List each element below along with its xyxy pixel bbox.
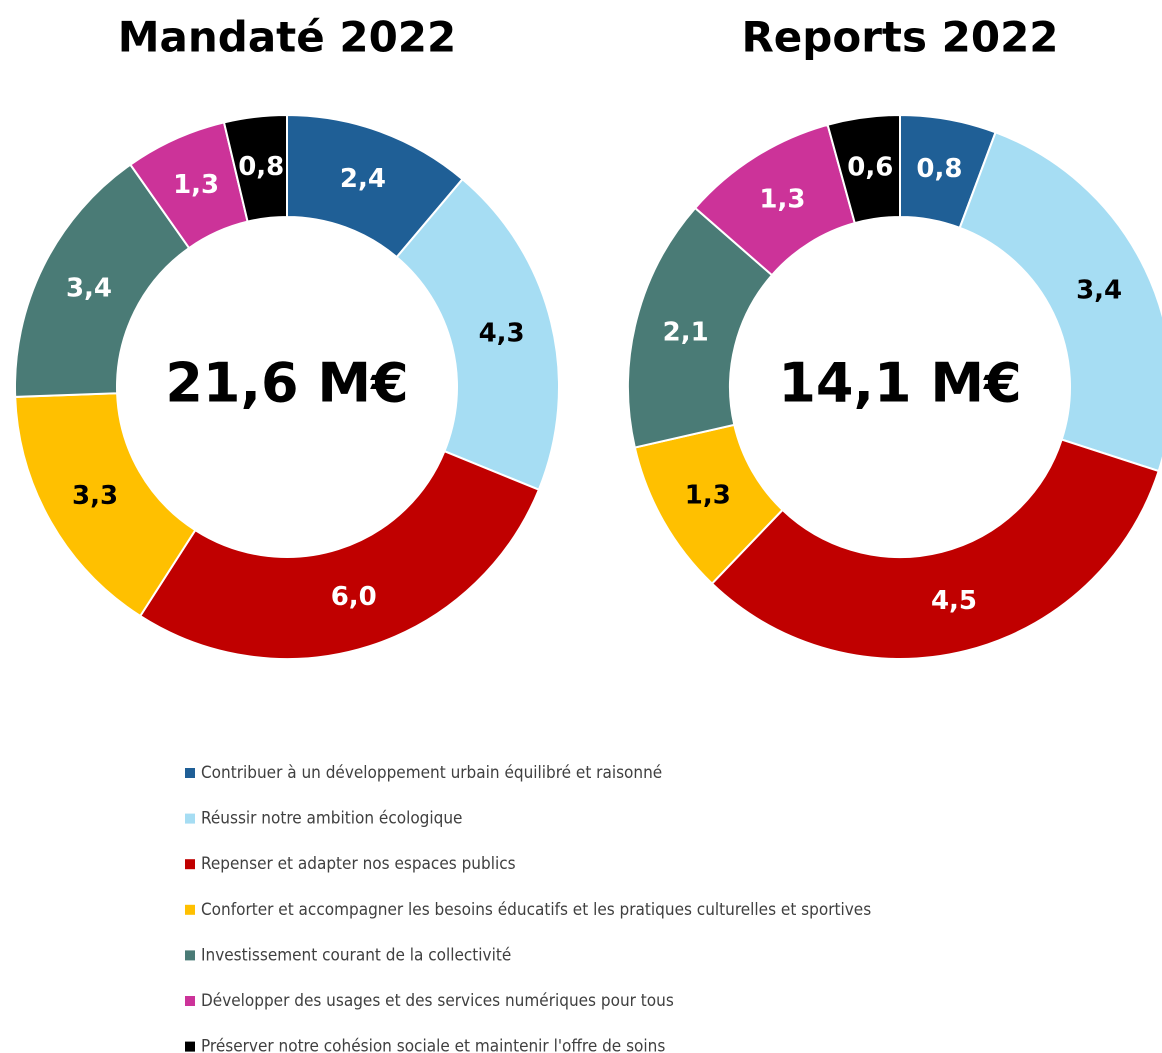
donut-slice	[222, 113, 288, 223]
legend-label: Développer des usages et des services nu…	[201, 991, 674, 1011]
value-label: 2,4	[340, 164, 386, 194]
legend-label: Préserver notre cohésion sociale et main…	[201, 1037, 665, 1053]
donut-slice	[958, 131, 1162, 473]
center-label: 14,1 M€	[778, 352, 1021, 415]
center-label: 21,6 M€	[165, 352, 408, 415]
value-label: 2,1	[663, 318, 709, 348]
legend-swatch	[185, 904, 195, 915]
value-label: 1,3	[759, 184, 805, 214]
value-label: 0,8	[238, 152, 284, 182]
legend-label: Contribuer à un développement urbain équ…	[201, 763, 662, 783]
value-label: 1,3	[685, 481, 731, 511]
value-label: 6,0	[331, 582, 377, 612]
legend-label: Réussir notre ambition écologique	[201, 809, 462, 829]
legend-label: Conforter et accompagner les besoins édu…	[201, 900, 871, 920]
value-label: 1,3	[173, 170, 219, 200]
legend-swatch	[185, 1041, 195, 1052]
legend-swatch	[185, 996, 195, 1006]
value-label: 0,8	[916, 154, 962, 184]
legend-label: Investissement courant de la collectivit…	[201, 945, 511, 965]
legend-swatch	[185, 859, 195, 870]
donut-slice	[395, 177, 560, 492]
value-label: 3,3	[72, 481, 118, 511]
value-label: 3,4	[66, 273, 112, 303]
value-label: 4,5	[931, 586, 977, 616]
value-label: 0,6	[847, 153, 893, 183]
chart-title: Mandaté 2022	[118, 13, 457, 62]
value-label: 3,4	[1076, 276, 1122, 306]
legend-swatch	[185, 813, 195, 824]
legend-swatch	[185, 768, 195, 778]
donut-slice	[138, 449, 541, 660]
donut-slice	[710, 438, 1160, 660]
legend-label: Repenser et adapter nos espaces publics	[201, 854, 516, 874]
value-label: 4,3	[479, 319, 525, 349]
donut-slice	[826, 113, 901, 225]
legend-swatch	[185, 950, 195, 961]
chart-title: Reports 2022	[741, 13, 1058, 62]
